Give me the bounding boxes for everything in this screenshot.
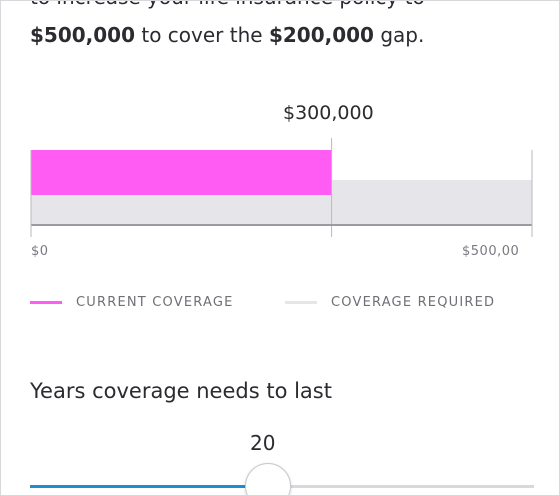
bar-current-coverage (31, 150, 332, 195)
legend-swatch-required (285, 301, 317, 304)
axis-tick-label-max: $500,00 (462, 244, 520, 259)
legend-label-required: COVERAGE REQUIRED (331, 295, 496, 310)
intro-end: gap. (380, 23, 425, 47)
coverage-chart (30, 138, 533, 237)
legend-label-current: CURRENT COVERAGE (76, 295, 234, 310)
target-amount: $500,000 (30, 23, 136, 47)
legend-required: COVERAGE REQUIRED (285, 295, 495, 310)
legend-current: CURRENT COVERAGE (30, 295, 234, 310)
gap-amount: $200,000 (268, 23, 374, 47)
intro-text: $500,000 to cover the $200,000 gap. (30, 21, 424, 49)
axis-tick-label-min: $0 (31, 244, 49, 259)
current-coverage-marker-label: $300,000 (283, 102, 374, 124)
years-slider-value: 20 (250, 431, 276, 455)
years-section-title: Years coverage needs to last (30, 379, 332, 403)
years-slider-fill (30, 485, 267, 488)
bar-coverage-required-under (31, 195, 332, 225)
years-slider-thumb[interactable] (244, 463, 291, 495)
intro-middle: to cover the (141, 23, 263, 47)
intro-partial-line: to increase your life insurance policy t… (30, 1, 425, 9)
legend-swatch-current (30, 301, 62, 304)
